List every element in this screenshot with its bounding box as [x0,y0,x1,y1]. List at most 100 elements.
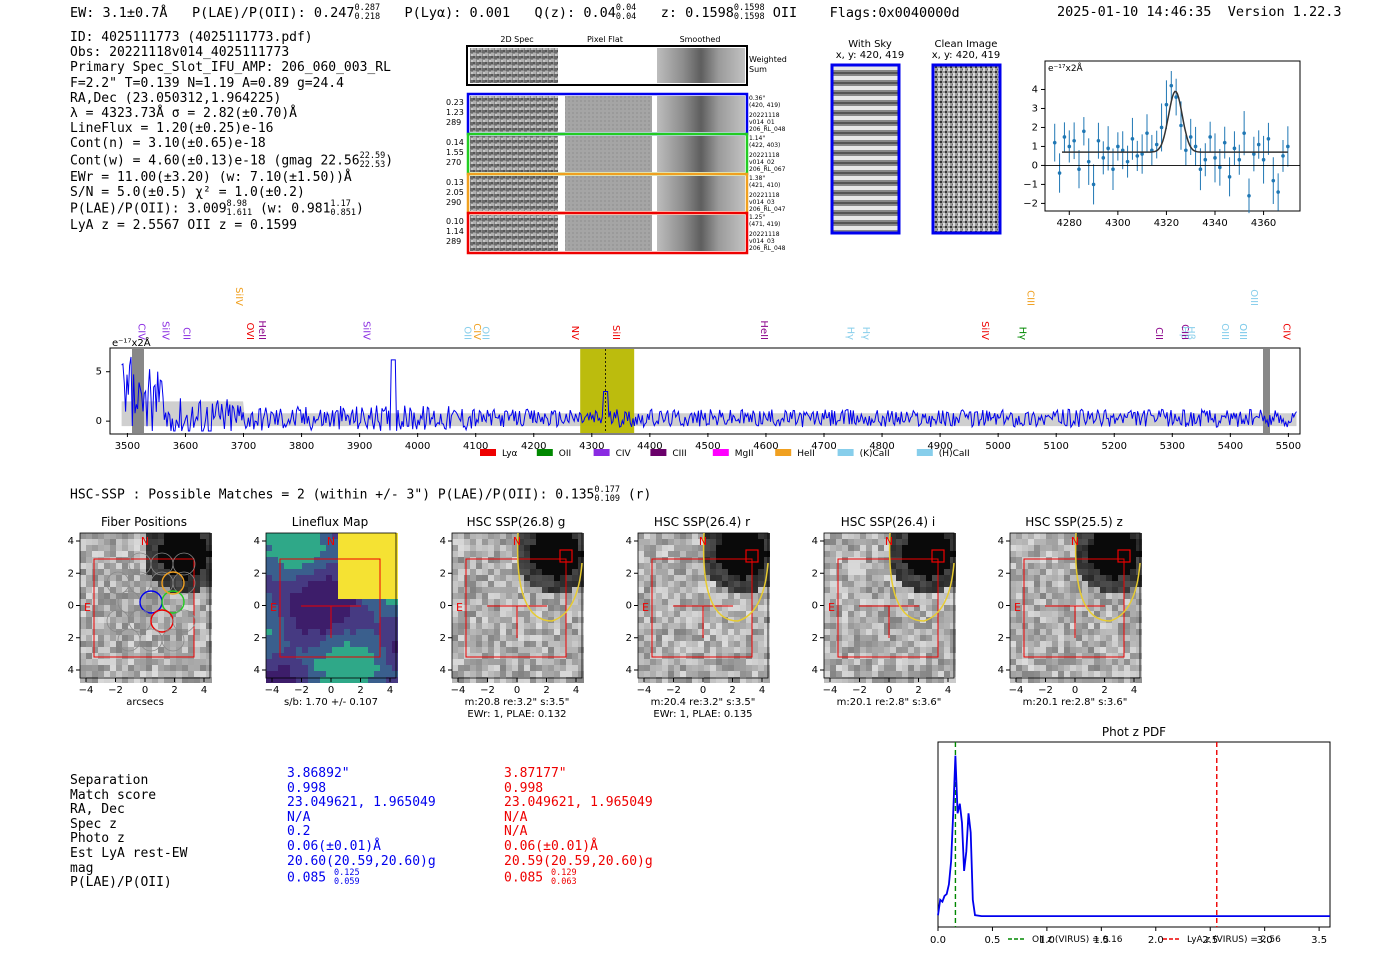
panel-pixel [914,623,920,629]
panel-xtick-label: −2 [480,685,495,696]
panel-pixel [914,599,920,605]
panel-pixel [710,593,716,599]
panel-pixel [668,551,674,557]
panel-pixel [1028,647,1034,653]
panel-pixel [332,665,338,671]
panel-pixel [206,641,212,647]
panel-pixel [1076,647,1082,653]
panel-pixel [392,641,398,647]
panel-xtick-label: 4 [945,685,951,696]
panel-pixel [512,539,518,545]
panel-pixel [374,641,380,647]
panel-pixel [122,563,128,569]
panel-pixel [476,611,482,617]
panel-pixel [656,653,662,659]
panel-pixel [320,587,326,593]
panel-pixel [638,665,644,671]
panel-pixel [662,617,668,623]
panel-pixel [1082,611,1088,617]
masked-region-red [1263,349,1270,433]
panel-pixel [920,635,926,641]
panel-pixel [344,563,350,569]
panel-pixel [326,653,332,659]
linefit-xtick-label: 4320 [1154,218,1179,229]
panel-pixel [914,641,920,647]
panel-pixel [458,617,464,623]
spectral-line-label: OII [480,326,491,340]
panel-pixel [1070,671,1076,677]
panel-pixel [914,653,920,659]
panel-pixel [158,599,164,605]
panel-pixel [1136,551,1142,557]
panel-pixel [944,629,950,635]
panel-pixel [266,653,272,659]
panel-pixel [1136,557,1142,563]
panel-pixel [854,557,860,563]
panel-pixel [578,653,584,659]
panel-pixel [200,569,206,575]
panel-pixel [464,605,470,611]
panel-pixel [134,665,140,671]
panel-pixel [482,641,488,647]
panel-pixel [98,551,104,557]
panel-pixel [194,557,200,563]
panel-pixel [284,629,290,635]
panel-pixel [1034,671,1040,677]
panel-pixel [674,539,680,545]
m2-photo-z: N/A [504,824,528,840]
spectrum-xtick-label: 4800 [869,441,894,452]
panel-pixel [884,641,890,647]
panel-pixel [866,647,872,653]
panel-pixel [842,533,848,539]
panel-pixel [830,611,836,617]
panel-pixel [530,605,536,611]
panel-pixel [452,587,458,593]
panel-pixel [560,545,566,551]
panel-pixel [548,539,554,545]
panel-xtick-label: 2 [171,685,177,696]
panel-pixel [674,581,680,587]
linefit-point [1237,157,1242,162]
panel-pixel [674,641,680,647]
panel-pixel [536,599,542,605]
panel-pixel [1070,665,1076,671]
panel-pixel [560,599,566,605]
panel-pixel [824,665,830,671]
header-plae-hi: 0.287 [354,3,381,13]
panel-ytick-label: 2 [626,568,632,579]
panel-pixel [1010,581,1016,587]
panel-pixel [1112,623,1118,629]
panel-pixel [1088,647,1094,653]
panel-pixel [1040,659,1046,665]
panel-pixel [110,557,116,563]
panel-pixel [458,563,464,569]
panel-pixel [140,665,146,671]
panel-pixel [140,635,146,641]
info-obs: Obs: 20221118v014_4025111773 [70,45,290,61]
row2-r5: 206_RL_067 [749,166,786,173]
panel-pixel [554,533,560,539]
panel-pixel [644,575,650,581]
panel-pixel [116,659,122,665]
panel-pixel [866,581,872,587]
panel-pixel [686,647,692,653]
panel-pixel [704,593,710,599]
panel-pixel [368,593,374,599]
panel-pixel [650,635,656,641]
photz-ticks: 0.0 0.5 1.0 1.5 2.0 2.5 3.0 3.5 [930,927,1327,946]
panel-pixel [290,587,296,593]
panel-pixel [734,587,740,593]
panel-pixel [830,533,836,539]
panel-pixel [650,641,656,647]
panel-pixel [356,605,362,611]
panel-pixel [314,677,320,683]
panel-pixel [338,575,344,581]
panel-pixel [764,593,770,599]
panel-pixel [80,605,86,611]
panel-pixel [1034,575,1040,581]
panel-pixel [494,539,500,545]
panel-pixel [170,635,176,641]
east-marker: E [84,601,91,614]
